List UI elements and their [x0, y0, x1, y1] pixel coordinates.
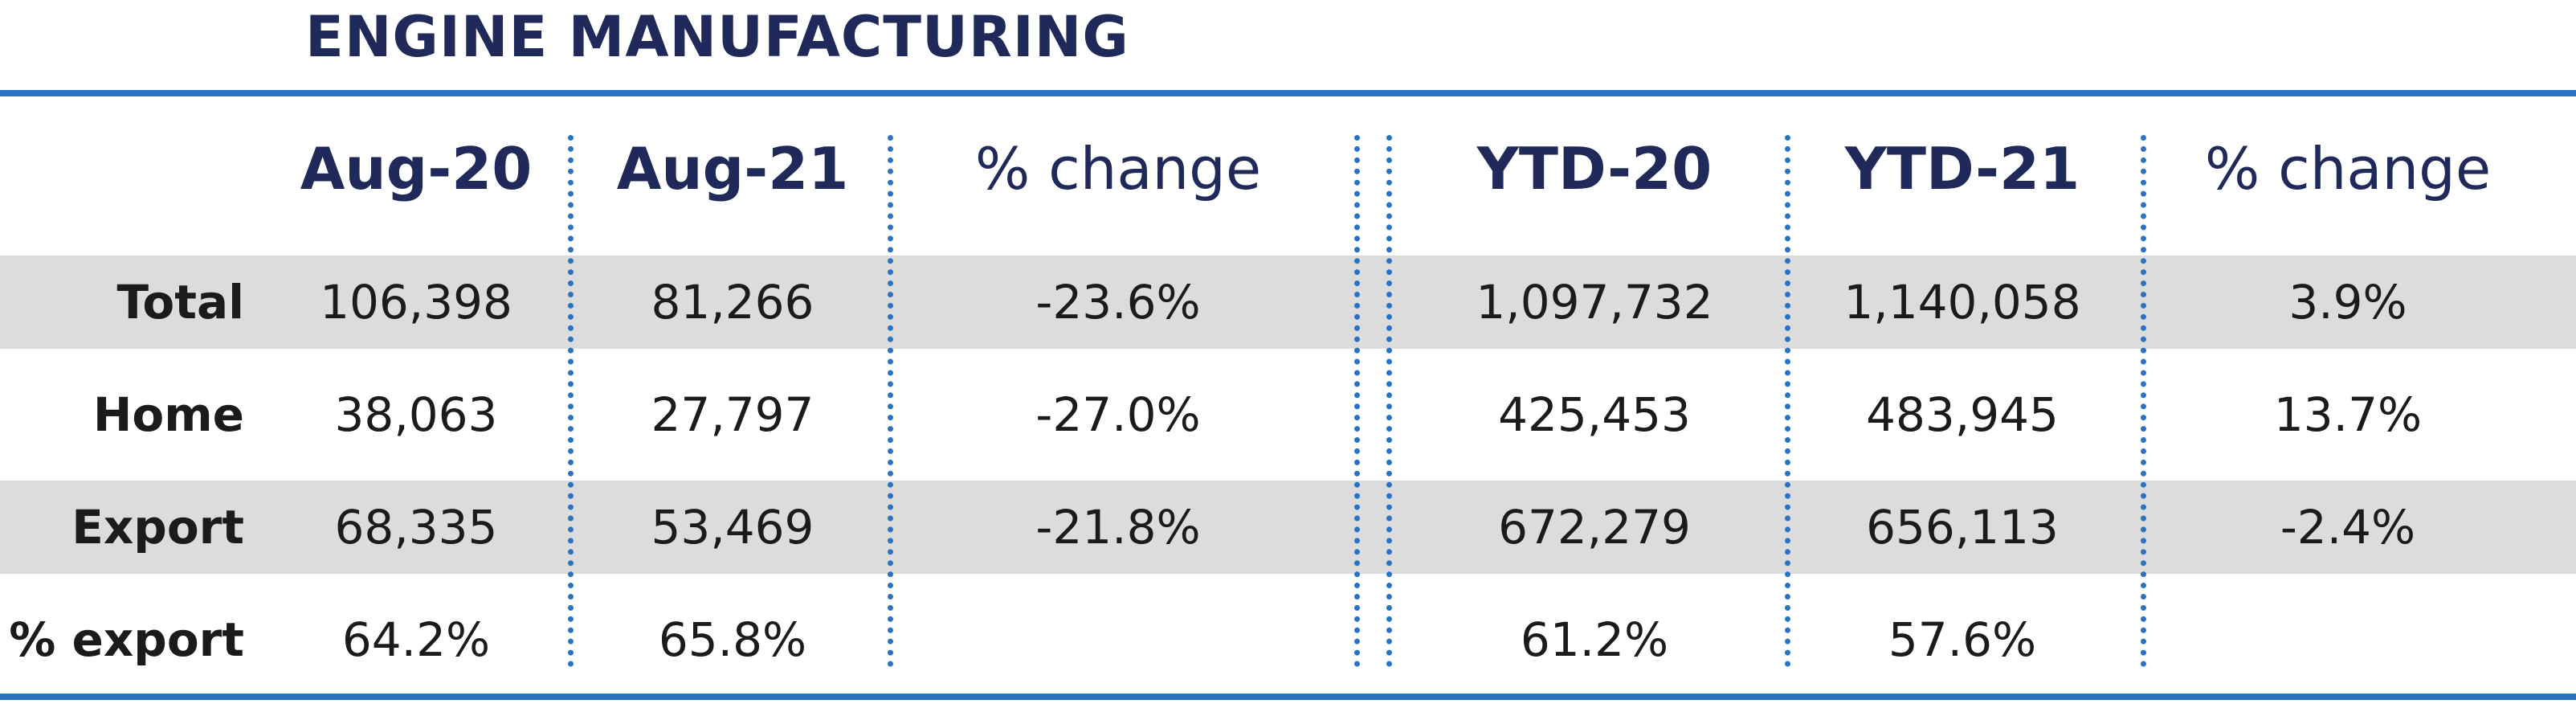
table-cell: 53,469	[651, 500, 814, 555]
table-cell: 57.6%	[1888, 612, 2037, 667]
column-divider	[2141, 135, 2146, 667]
table-cell: 3.9%	[2288, 275, 2407, 329]
table-cell: -21.8%	[1035, 500, 1201, 555]
row-label: Total	[116, 275, 244, 329]
table-title: ENGINE MANUFACTURING	[305, 4, 1129, 70]
table-cell: 64.2%	[341, 612, 491, 667]
column-header: YTD-20	[1476, 135, 1713, 203]
table-cell: 656,113	[1866, 500, 2059, 555]
table-cell: 38,063	[334, 387, 498, 442]
column-divider	[1354, 135, 1360, 667]
column-divider	[888, 135, 893, 667]
table-cell: -2.4%	[2280, 500, 2416, 555]
row-label: % export	[9, 612, 244, 667]
column-divider	[1785, 135, 1790, 667]
table-cell: 27,797	[651, 387, 814, 442]
table-cell	[2123, 593, 2573, 686]
row-band	[0, 256, 2576, 349]
top-rule	[0, 90, 2576, 96]
table-cell: 1,140,058	[1843, 275, 2081, 329]
table-cell: -27.0%	[1035, 387, 1201, 442]
column-header: % change	[974, 135, 1262, 203]
row-label: Home	[92, 387, 244, 442]
column-divider	[1386, 135, 1392, 667]
column-divider	[568, 135, 574, 667]
table-cell: 425,453	[1498, 387, 1691, 442]
table-cell: 672,279	[1498, 500, 1691, 555]
table-cell	[893, 593, 1343, 686]
table-cell: 61.2%	[1520, 612, 1669, 667]
column-header: Aug-21	[616, 135, 849, 203]
table-cell: 1,097,732	[1476, 275, 1713, 329]
table-cell: 106,398	[320, 275, 512, 329]
table-cell: 13.7%	[2273, 387, 2423, 442]
row-band	[0, 481, 2576, 574]
bottom-rule	[0, 694, 2576, 700]
column-header: Aug-20	[300, 135, 533, 203]
table-cell: 68,335	[334, 500, 498, 555]
table-cell: -23.6%	[1035, 275, 1201, 329]
row-label: Export	[71, 500, 244, 555]
column-header: % change	[2204, 135, 2492, 203]
table-cell: 65.8%	[658, 612, 807, 667]
table-cell: 81,266	[651, 275, 814, 329]
table-cell: 483,945	[1866, 387, 2059, 442]
column-header: YTD-21	[1844, 135, 2080, 203]
